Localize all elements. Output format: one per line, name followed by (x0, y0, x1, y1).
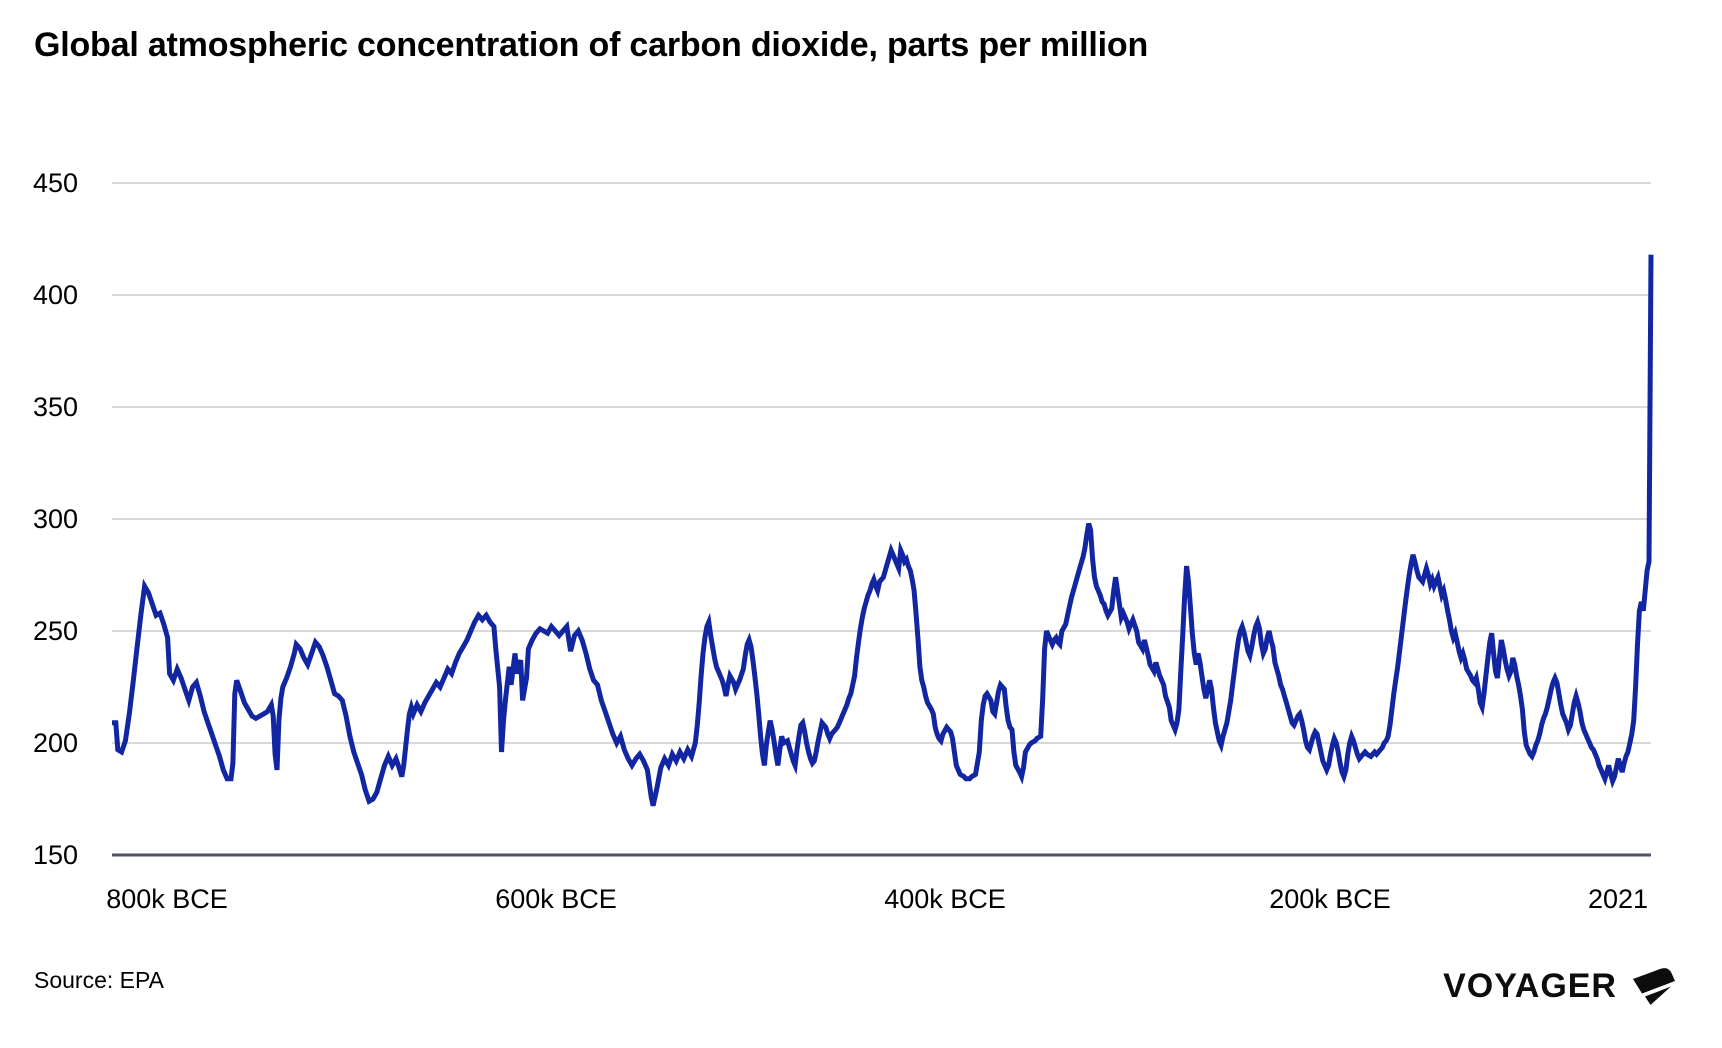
x-axis-tick-label: 800k BCE (106, 884, 228, 914)
y-axis-tick-label: 150 (32, 840, 78, 870)
x-axis-tick-label: 600k BCE (495, 884, 617, 914)
y-axis-tick-label: 200 (32, 728, 78, 758)
y-axis-tick-label: 450 (32, 168, 78, 198)
voyager-logo: VOYAGER (1443, 966, 1676, 1006)
x-axis-tick-label: 200k BCE (1269, 884, 1391, 914)
x-axis-tick-label: 2021 (1587, 884, 1649, 914)
source-note: Source: EPA (34, 967, 164, 993)
y-axis-tick-label: 300 (32, 504, 78, 534)
chart-title: Global atmospheric concentration of carb… (34, 26, 1149, 64)
y-axis-tick-label: 250 (32, 616, 78, 646)
y-axis-tick-label: 350 (32, 392, 78, 422)
x-axis-tick-label: 400k BCE (884, 884, 1006, 914)
y-axis-tick-label: 400 (32, 280, 78, 310)
co2-series-line (112, 254, 1654, 807)
voyager-wing-icon (1633, 968, 1675, 1005)
voyager-wordmark: VOYAGER (1443, 966, 1617, 1005)
